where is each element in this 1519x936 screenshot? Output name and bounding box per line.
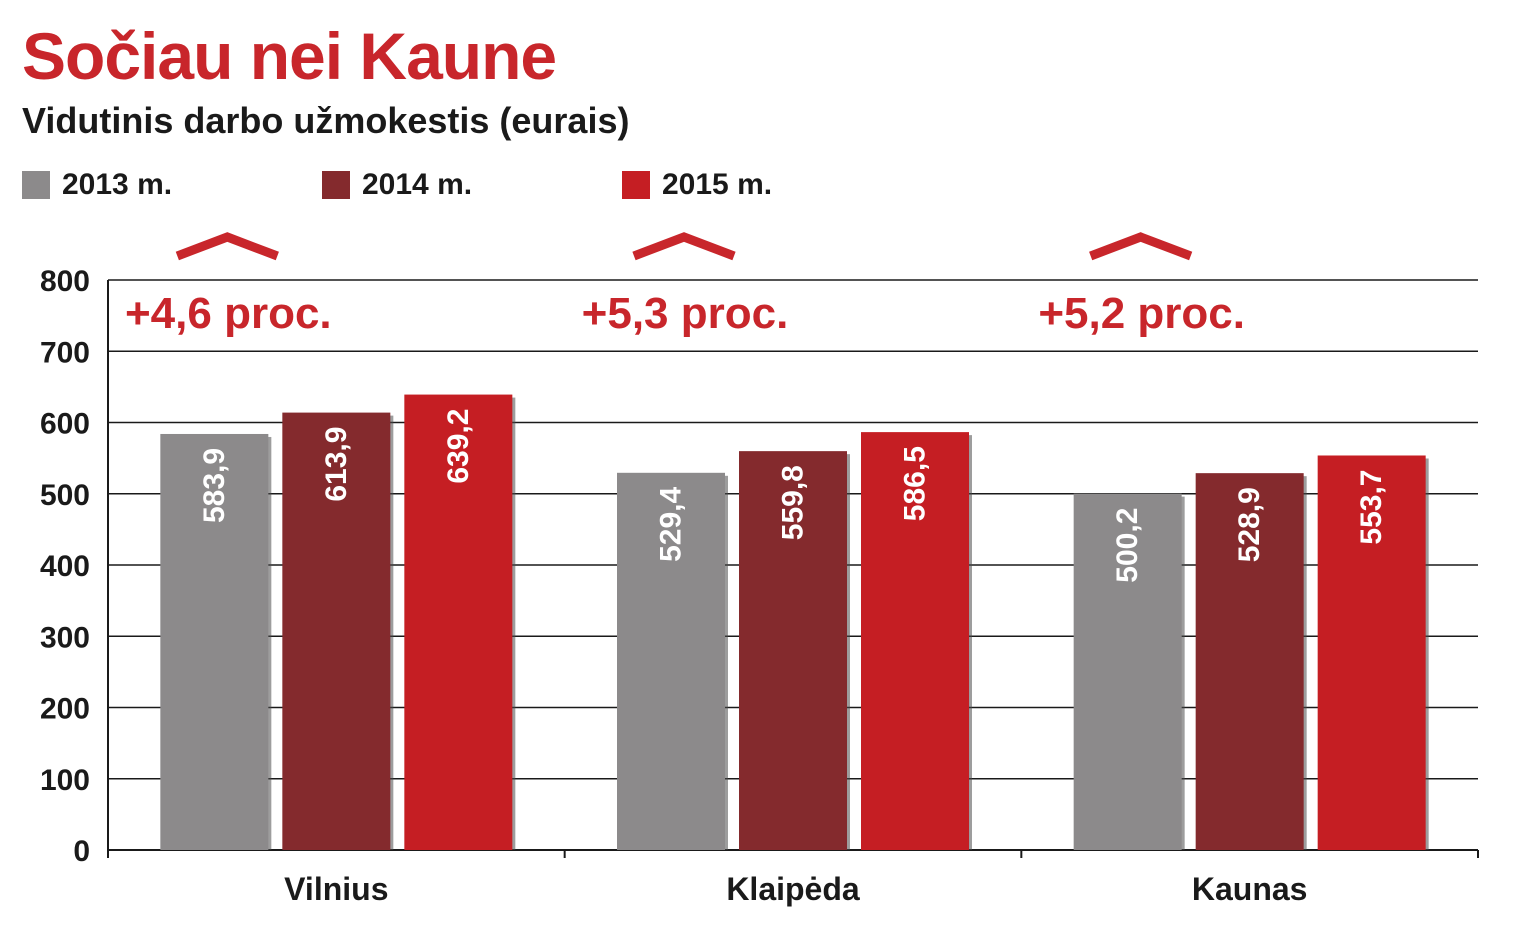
y-tick-label: 200 bbox=[40, 693, 90, 726]
legend-swatch-2014 bbox=[322, 171, 350, 199]
bar-value-label: 529,4 bbox=[655, 486, 688, 561]
legend-label-2013: 2013 m. bbox=[62, 168, 173, 201]
bar-value-label: 559,8 bbox=[777, 465, 810, 540]
change-annotation: +5,2 proc. bbox=[1038, 289, 1245, 338]
legend-swatch-2013 bbox=[22, 171, 50, 199]
x-category-label: Klaipėda bbox=[726, 871, 860, 907]
bar bbox=[1317, 455, 1426, 850]
y-tick-label: 500 bbox=[40, 479, 90, 512]
bar bbox=[739, 451, 847, 850]
bar bbox=[617, 472, 725, 850]
up-chevron-icon bbox=[632, 232, 736, 261]
y-tick-label: 0 bbox=[73, 835, 90, 868]
bar bbox=[404, 394, 513, 850]
y-tick-label: 100 bbox=[40, 764, 90, 797]
chart-title: Sočiau nei Kaune bbox=[22, 19, 557, 93]
x-category-label: Vilnius bbox=[284, 871, 388, 907]
y-tick-label: 800 bbox=[40, 265, 90, 298]
bar-value-label: 528,9 bbox=[1233, 487, 1266, 562]
y-tick-label: 300 bbox=[40, 621, 90, 654]
up-chevron-icon bbox=[1089, 232, 1193, 261]
y-tick-label: 400 bbox=[40, 550, 90, 583]
bar-value-label: 639,2 bbox=[442, 409, 475, 484]
y-tick-label: 600 bbox=[40, 408, 90, 441]
bar-value-label: 553,7 bbox=[1355, 469, 1388, 544]
legend-item-2014: 2014 m. bbox=[322, 168, 472, 202]
change-annotation: +5,3 proc. bbox=[582, 289, 789, 338]
bar-value-label: 583,9 bbox=[198, 448, 231, 523]
legend-item-2015: 2015 m. bbox=[622, 168, 772, 202]
chart-subtitle: Vidutinis darbo užmokestis (eurais) bbox=[22, 100, 630, 141]
y-tick-label: 700 bbox=[40, 336, 90, 369]
legend-item-2013: 2013 m. bbox=[22, 168, 172, 202]
legend: 2013 m. 2014 m. 2015 m. bbox=[0, 168, 1519, 208]
bar bbox=[861, 432, 969, 850]
bar bbox=[160, 433, 269, 850]
legend-swatch-2015 bbox=[622, 171, 650, 199]
bar bbox=[282, 412, 391, 850]
legend-label-2014: 2014 m. bbox=[362, 168, 473, 201]
bar-value-label: 500,2 bbox=[1111, 508, 1144, 583]
bar bbox=[1195, 473, 1304, 850]
up-chevron-icon bbox=[175, 232, 279, 261]
bar-value-label: 613,9 bbox=[320, 427, 353, 502]
change-annotation: +4,6 proc. bbox=[125, 289, 332, 338]
bar bbox=[1073, 493, 1182, 850]
bar-value-label: 586,5 bbox=[899, 446, 932, 521]
legend-label-2015: 2015 m. bbox=[662, 168, 773, 201]
x-category-label: Kaunas bbox=[1192, 871, 1308, 907]
